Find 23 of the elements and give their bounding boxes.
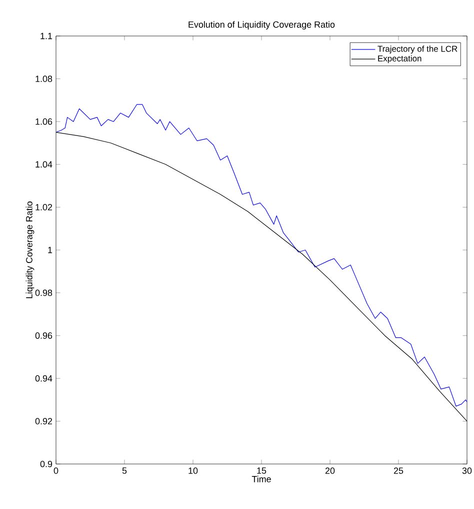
y-tick-label: 0.92	[35, 418, 52, 424]
y-tick-label: 1.1	[40, 32, 52, 40]
x-tick-label: 30	[462, 468, 472, 474]
y-tick-label: 1.08	[36, 76, 52, 82]
legend-label: Expectation	[378, 55, 422, 64]
legend-label: Trajectory of the LCR	[378, 46, 458, 54]
chart-title: Evolution of Liquidity Coverage Ratio	[188, 21, 335, 30]
x-tick-label: 5	[122, 468, 127, 474]
y-tick-label: 0.94	[35, 375, 52, 382]
x-tick-label: 15	[257, 468, 266, 474]
x-axis-title: Time	[252, 476, 271, 482]
y-tick-label: 1	[48, 246, 52, 254]
y-tick-label: 1.02	[36, 204, 52, 210]
y-tick-label: 1.04	[36, 161, 52, 168]
y-axis-title: Liquidity Coverage Ratio	[26, 202, 34, 298]
y-tick-label: 0.96	[35, 332, 52, 339]
x-tick-label: 25	[394, 468, 404, 474]
y-tick-label: 0.9	[40, 460, 52, 468]
x-tick-label: 20	[325, 468, 335, 474]
y-tick-label: 0.98	[35, 290, 52, 296]
x-tick-label: 0	[54, 468, 58, 474]
y-tick-label: 1.06	[36, 118, 52, 125]
x-tick-label: 10	[188, 468, 198, 474]
